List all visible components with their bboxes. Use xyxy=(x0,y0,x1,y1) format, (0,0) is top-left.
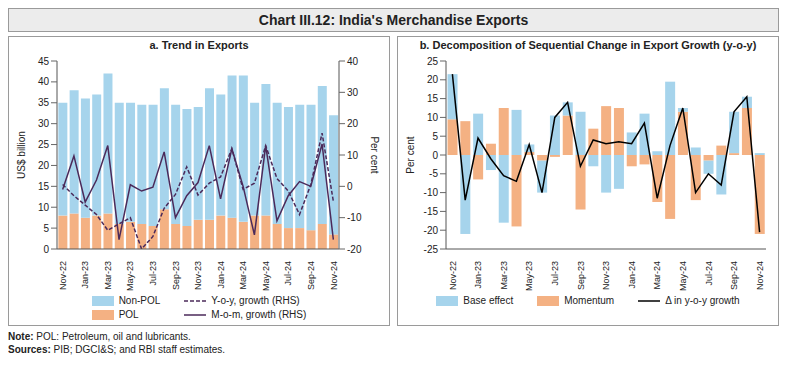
svg-text:Jul-24: Jul-24 xyxy=(283,261,293,286)
svg-text:10: 10 xyxy=(427,112,439,123)
svg-text:Jan-23: Jan-23 xyxy=(473,261,483,289)
svg-text:5: 5 xyxy=(43,223,49,234)
svg-text:Nov-22: Nov-22 xyxy=(448,261,458,290)
svg-text:Sep-24: Sep-24 xyxy=(729,261,739,290)
svg-text:20: 20 xyxy=(427,74,439,85)
svg-text:-15: -15 xyxy=(424,206,439,217)
svg-text:Sep-24: Sep-24 xyxy=(306,261,316,290)
svg-text:Nov-24: Nov-24 xyxy=(755,261,765,290)
svg-text:15: 15 xyxy=(427,93,439,104)
svg-text:5: 5 xyxy=(432,131,438,142)
svg-text:May-23: May-23 xyxy=(125,261,135,291)
html-text:POL: POL xyxy=(118,309,139,320)
svg-text:Mar-24: Mar-24 xyxy=(238,261,248,290)
svg-text:Nov-23: Nov-23 xyxy=(601,261,611,290)
svg-text:Nov-22: Nov-22 xyxy=(58,261,68,290)
svg-text:May-24: May-24 xyxy=(261,261,271,291)
svg-text:Sep-23: Sep-23 xyxy=(171,261,181,290)
html-text:Note: POL: Petroleum, oil and: Note: POL: Petroleum, oil and lubricants… xyxy=(8,331,191,342)
svg-text:-20: -20 xyxy=(347,244,362,255)
svg-text:Mar-23: Mar-23 xyxy=(103,261,113,290)
svg-text:40: 40 xyxy=(38,76,50,87)
svg-text:Jan-24: Jan-24 xyxy=(627,261,637,289)
svg-text:Jul-23: Jul-23 xyxy=(550,261,560,286)
html-text:Δ in y-o-y growth: Δ in y-o-y growth xyxy=(665,295,740,306)
svg-text:Nov-24: Nov-24 xyxy=(329,261,339,290)
svg-text:0: 0 xyxy=(432,150,438,161)
svg-text:35: 35 xyxy=(38,97,50,108)
svg-text:15: 15 xyxy=(38,181,50,192)
svg-text:10: 10 xyxy=(347,150,359,161)
svg-text:May-24: May-24 xyxy=(678,261,688,291)
svg-text:-5: -5 xyxy=(429,168,438,179)
html-text:M-o-m, growth (RHS): M-o-m, growth (RHS) xyxy=(211,309,307,320)
svg-text:May-23: May-23 xyxy=(524,261,534,291)
html-text:Non-POL: Non-POL xyxy=(118,295,161,306)
svg-text:45: 45 xyxy=(38,56,50,67)
svg-text:Sep-23: Sep-23 xyxy=(576,261,586,290)
html-text:Sources: PIB; DGCI&S; and RBI: Sources: PIB; DGCI&S; and RBI staff esti… xyxy=(8,344,226,355)
svg-text:10: 10 xyxy=(38,202,50,213)
svg-text:Jan-23: Jan-23 xyxy=(80,261,90,289)
svg-text:Mar-23: Mar-23 xyxy=(499,261,509,290)
svg-text:20: 20 xyxy=(347,118,359,129)
html-text:Base effect: Base effect xyxy=(463,295,514,306)
svg-text:Nov-23: Nov-23 xyxy=(193,261,203,290)
svg-text:-20: -20 xyxy=(424,225,439,236)
html-text:Y-o-y, growth (RHS): Y-o-y, growth (RHS) xyxy=(211,295,300,306)
svg-text:30: 30 xyxy=(347,87,359,98)
svg-text:Jan-24: Jan-24 xyxy=(216,261,226,289)
svg-text:-10: -10 xyxy=(424,187,439,198)
svg-text:-10: -10 xyxy=(347,212,362,223)
svg-text:0: 0 xyxy=(43,244,49,255)
svg-text:Jul-23: Jul-23 xyxy=(148,261,158,286)
svg-text:20: 20 xyxy=(38,160,50,171)
svg-text:25: 25 xyxy=(38,139,50,150)
svg-text:Per cent: Per cent xyxy=(369,136,380,173)
html-text:b. Decomposition of Sequential: b. Decomposition of Sequential Change in… xyxy=(419,39,757,51)
svg-text:0: 0 xyxy=(347,181,353,192)
svg-text:US$ billion: US$ billion xyxy=(16,131,27,179)
html-text:Momentum: Momentum xyxy=(564,295,615,306)
svg-text:Jul-24: Jul-24 xyxy=(704,261,714,286)
svg-text:Per cent: Per cent xyxy=(405,136,416,173)
svg-text:Mar-24: Mar-24 xyxy=(652,261,662,290)
html-text:Chart III.12: India's Merchand: Chart III.12: India's Merchandise Export… xyxy=(258,12,529,28)
svg-text:25: 25 xyxy=(427,56,439,67)
svg-text:-25: -25 xyxy=(424,244,439,255)
svg-text:40: 40 xyxy=(347,56,359,67)
svg-text:30: 30 xyxy=(38,118,50,129)
html-text:a. Trend in Exports: a. Trend in Exports xyxy=(149,39,249,51)
